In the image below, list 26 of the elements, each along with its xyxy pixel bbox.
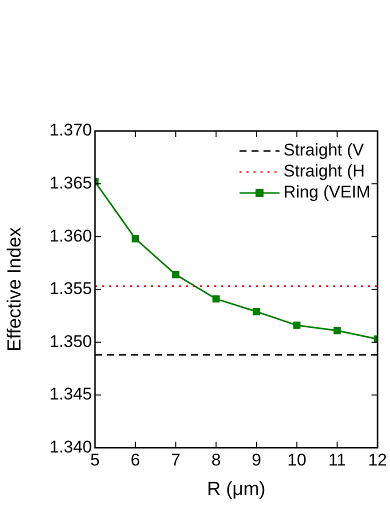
point bbox=[334, 326, 341, 334]
x-tick-label: 5 bbox=[90, 450, 100, 470]
legend-label: Straight (H bbox=[284, 162, 365, 181]
y-tick-label: 1.355 bbox=[49, 279, 92, 298]
y-tick-label: 1.350 bbox=[49, 332, 92, 351]
legend-label: Ring (VEIM bbox=[284, 182, 370, 202]
point bbox=[172, 270, 180, 278]
y-tick-label: 1.340 bbox=[49, 437, 92, 456]
y-tick-label: 1.360 bbox=[49, 226, 92, 246]
x-tick-label: 7 bbox=[170, 450, 180, 470]
x-tick-label: 9 bbox=[252, 450, 262, 470]
x-tick-label: 6 bbox=[130, 450, 140, 470]
x-tick-label: 12 bbox=[368, 450, 388, 470]
point bbox=[252, 308, 260, 316]
y-tick-label: 1.365 bbox=[49, 173, 92, 192]
y-tick-label: 1.345 bbox=[49, 384, 92, 404]
legend-label: Straight (V bbox=[284, 140, 365, 160]
y-axis-title: Effective Index bbox=[4, 226, 26, 352]
point bbox=[293, 322, 300, 329]
point bbox=[132, 235, 139, 242]
x-axis-title: R (μm) bbox=[207, 478, 266, 500]
y-tick-label: 1.370 bbox=[49, 120, 92, 140]
x-tick-label: 10 bbox=[287, 450, 306, 470]
x-tick-label: 11 bbox=[328, 450, 346, 470]
point bbox=[212, 295, 220, 303]
x-tick-label: 8 bbox=[211, 450, 221, 470]
